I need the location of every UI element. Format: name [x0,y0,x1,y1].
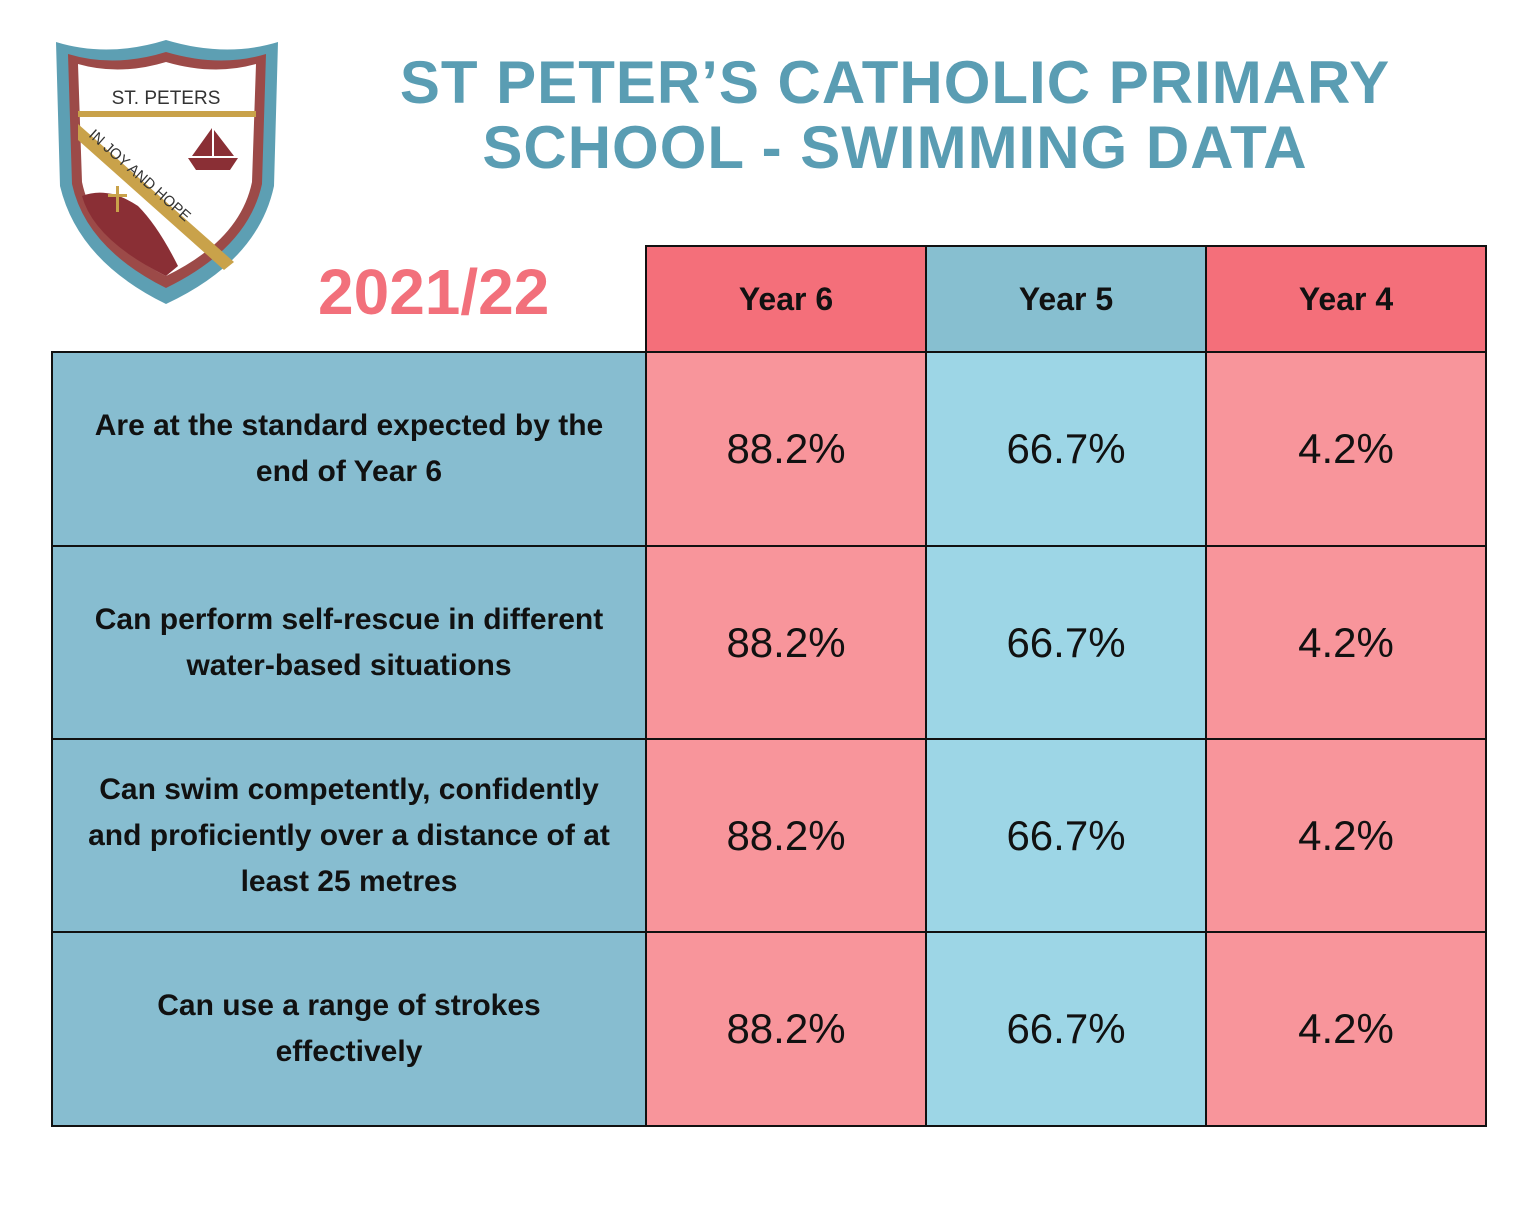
table-cell: 4.2% [1205,931,1487,1127]
title-line: ST PETER’S CATHOLIC PRIMARY [399,49,1391,116]
crest-cross [116,186,119,212]
crest-boat [188,128,238,170]
school-crest: ST. PETERS IN JOY AND HOPE [56,40,278,304]
crest-diagonal [78,124,234,270]
column-header: Year 5 [925,245,1207,353]
table-cell: 66.7% [925,931,1207,1127]
column-header: Year 4 [1205,245,1487,353]
row-label: Can use a range of strokes effectively [51,931,647,1127]
table-cell: 66.7% [925,738,1207,934]
crest-band [78,111,256,117]
table-cell: 88.2% [645,545,927,741]
school-year: 2021/22 [318,256,550,328]
title-line: SCHOOL - SWIMMING DATA [482,114,1308,181]
table-cell: 66.7% [925,545,1207,741]
table-cell: 4.2% [1205,351,1487,547]
row-label: Can swim competently, confidently and pr… [51,738,647,934]
table-cell: 88.2% [645,738,927,934]
table-cell: 88.2% [645,931,927,1127]
crest-name: ST. PETERS [112,88,221,109]
crest-rocks [82,192,178,276]
table-cell: 4.2% [1205,738,1487,934]
table-cell: 66.7% [925,351,1207,547]
row-label: Can perform self-rescue in different wat… [51,545,647,741]
table-cell: 88.2% [645,351,927,547]
crest-cross [108,194,127,197]
table-cell: 4.2% [1205,545,1487,741]
row-label: Are at the standard expected by the end … [51,351,647,547]
column-header: Year 6 [645,245,927,353]
